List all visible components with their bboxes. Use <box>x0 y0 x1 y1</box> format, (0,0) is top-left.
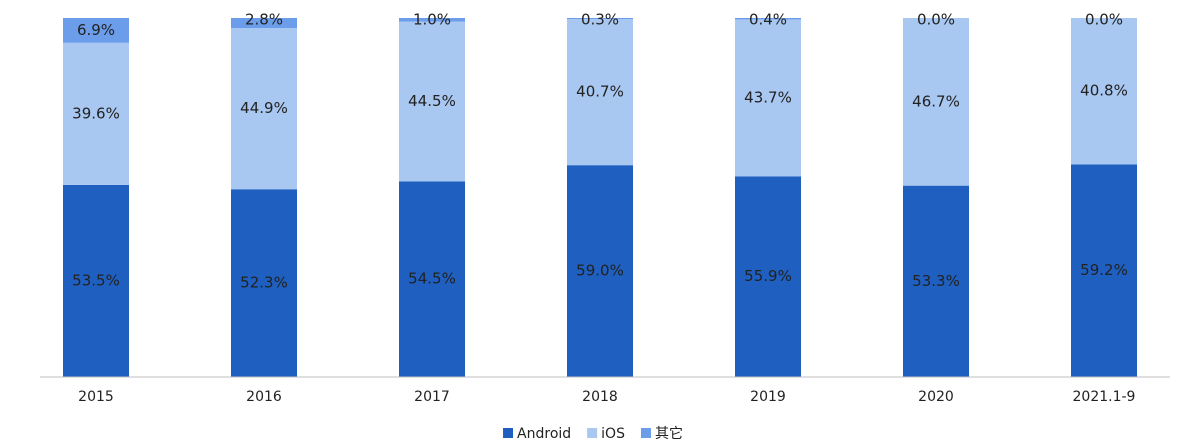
legend: Android iOS 其它 <box>503 425 683 442</box>
legend-label: 其它 <box>655 425 683 442</box>
data-label: 1.0% <box>413 11 451 29</box>
data-label: 53.3% <box>912 272 960 290</box>
data-label: 39.6% <box>72 104 120 122</box>
data-label: 53.5% <box>72 271 120 289</box>
data-label: 52.3% <box>240 274 288 292</box>
bar-segment <box>399 181 465 377</box>
x-tick-label: 2021.1-9 <box>1073 389 1136 405</box>
bar-segment <box>903 18 969 186</box>
bar-segment <box>735 18 801 20</box>
legend-swatch <box>503 428 514 438</box>
bar-segment <box>63 42 129 185</box>
bar-segment <box>903 185 969 377</box>
legend-swatch <box>640 428 651 438</box>
bar-segment <box>735 176 801 377</box>
data-label: 0.0% <box>1085 11 1123 29</box>
data-label: 6.9% <box>77 21 115 39</box>
data-label: 59.2% <box>1080 261 1128 279</box>
data-label: 40.7% <box>576 83 624 101</box>
bar-segment <box>231 189 297 377</box>
x-tick-label: 2017 <box>414 389 450 405</box>
data-label: 55.9% <box>744 267 792 285</box>
data-label: 0.3% <box>581 11 619 29</box>
data-label: 59.0% <box>576 262 624 280</box>
bar-segment <box>735 19 801 177</box>
bar-segment <box>231 28 297 190</box>
bar-segment <box>1071 164 1137 377</box>
data-label: 0.4% <box>749 11 787 29</box>
legend-swatch <box>587 428 598 438</box>
x-tick-label: 2020 <box>918 389 954 405</box>
legend-label: iOS <box>601 426 625 442</box>
bar-segment <box>399 18 465 22</box>
data-label: 40.8% <box>1080 82 1128 100</box>
data-label: 43.7% <box>744 88 792 106</box>
x-tick-label: 2019 <box>750 389 786 405</box>
bar-segment <box>63 184 129 377</box>
bar-segment <box>231 18 297 29</box>
data-label: 44.5% <box>408 92 456 110</box>
bar-segment <box>399 21 465 182</box>
data-label: 0.0% <box>917 11 955 29</box>
x-tick-label: 2016 <box>246 389 282 405</box>
bar-segment <box>567 19 633 166</box>
bar-segment <box>567 18 633 20</box>
data-label: 44.9% <box>240 99 288 117</box>
bar-segment <box>1071 18 1137 165</box>
bar-segment <box>567 165 633 377</box>
data-label: 2.8% <box>245 11 283 29</box>
bar-segment <box>63 18 129 43</box>
data-label: 54.5% <box>408 270 456 288</box>
data-label: 46.7% <box>912 92 960 110</box>
x-tick-label: 2018 <box>582 389 618 405</box>
legend-label: Android <box>517 426 571 442</box>
x-tick-label: 2015 <box>78 389 114 405</box>
